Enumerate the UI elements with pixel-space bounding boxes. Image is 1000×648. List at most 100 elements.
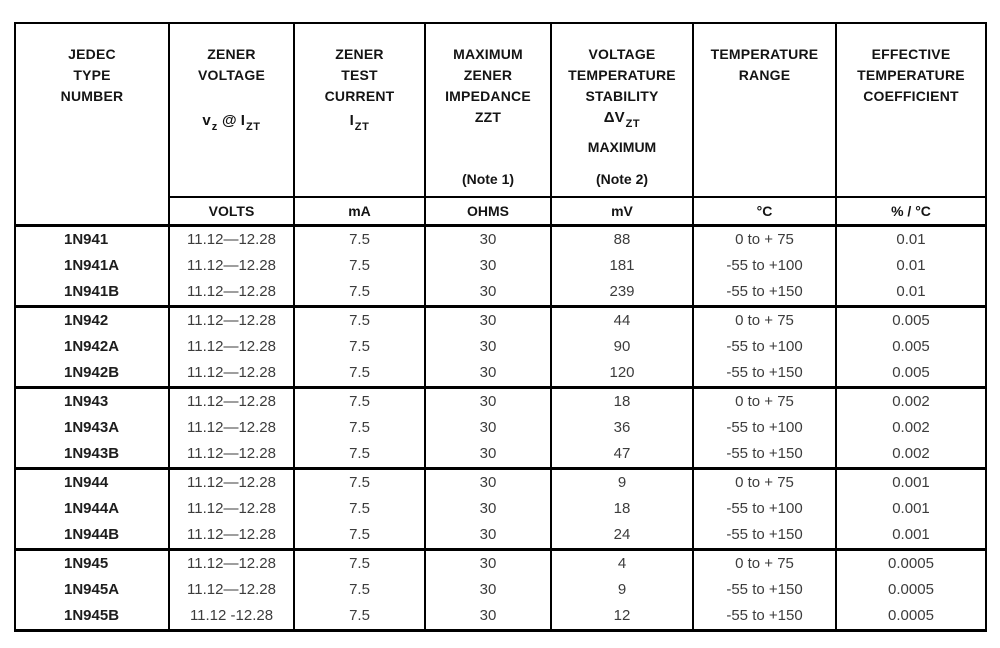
cell-temp-range: -55 to +150 (692, 441, 837, 469)
cell-zener-voltage: 11.12—12.28 (168, 441, 295, 469)
table-row: 1N942 11.12—12.28 7.5 30 44 0 to + 75 0.… (14, 305, 987, 334)
symbol-base: I (240, 112, 245, 129)
cell-impedance: 30 (424, 548, 552, 577)
cell-stability: 4 (550, 548, 694, 577)
cell-temp-range: 0 to + 75 (692, 386, 837, 415)
unit-ma: mA (293, 196, 426, 227)
cell-test-current: 7.5 (293, 441, 426, 469)
cell-stability: 12 (550, 603, 694, 631)
cell-type-number: 1N941B (14, 279, 170, 307)
table-row: 1N944A 11.12—12.28 7.5 30 18 -55 to +100… (14, 496, 987, 522)
coefficient-label: EFFECTIVE TEMPERATURE COEFFICIENT (857, 46, 965, 104)
cell-type-number: 1N944B (14, 522, 170, 550)
cell-impedance: 30 (424, 305, 552, 334)
cell-temp-range: -55 to +150 (692, 522, 837, 550)
cell-zener-voltage: 11.12—12.28 (168, 415, 295, 441)
cell-zener-voltage: 11.12—12.28 (168, 386, 295, 415)
cell-coefficient: 0.001 (835, 496, 987, 522)
cell-coefficient: 0.002 (835, 386, 987, 415)
cell-stability: 9 (550, 467, 694, 496)
header-cell: ZENER TEST CURRENT IZT (295, 24, 424, 196)
impedance-label: MAXIMUM ZENER IMPEDANCE ZZT (445, 46, 531, 125)
cell-temp-range: -55 to +150 (692, 603, 837, 631)
cell-type-number: 1N942 (14, 305, 170, 334)
cell-stability: 36 (550, 415, 694, 441)
cell-impedance: 30 (424, 334, 552, 360)
cell-coefficient: 0.002 (835, 415, 987, 441)
cell-impedance: 30 (424, 253, 552, 279)
table-row: 1N941A 11.12—12.28 7.5 30 181 -55 to +10… (14, 253, 987, 279)
cell-type-number: 1N945 (14, 548, 170, 577)
table-row: 1N944B 11.12—12.28 7.5 30 24 -55 to +150… (14, 522, 987, 550)
table-row: 1N943 11.12—12.28 7.5 30 18 0 to + 75 0.… (14, 386, 987, 415)
cell-type-number: 1N944 (14, 467, 170, 496)
cell-coefficient: 0.0005 (835, 548, 987, 577)
cell-impedance: 30 (424, 603, 552, 631)
cell-stability: 18 (550, 496, 694, 522)
table-row: 1N942B 11.12—12.28 7.5 30 120 -55 to +15… (14, 360, 987, 388)
col-header-impedance: MAXIMUM ZENER IMPEDANCE ZZT (Note 1) (424, 23, 552, 197)
test-current-label: ZENER TEST CURRENT (324, 46, 395, 104)
cell-test-current: 7.5 (293, 467, 426, 496)
header-cell: JEDEC TYPE NUMBER (16, 24, 168, 196)
stability-label: VOLTAGE TEMPERATURE STABILITY (568, 46, 676, 104)
symbol-subscript: z (211, 121, 218, 133)
cell-stability: 44 (550, 305, 694, 334)
zener-voltage-symbol: vz @ IZT (202, 110, 260, 138)
cell-zener-voltage: 11.12—12.28 (168, 548, 295, 577)
cell-type-number: 1N941A (14, 253, 170, 279)
unit-ohms: OHMS (424, 196, 552, 227)
cell-coefficient: 0.01 (835, 253, 987, 279)
cell-test-current: 7.5 (293, 603, 426, 631)
table-row: 1N945A 11.12—12.28 7.5 30 9 -55 to +150 … (14, 577, 987, 603)
units-row: VOLTS mA OHMS mV °C % / °C (15, 196, 987, 227)
col-header-coefficient: EFFECTIVE TEMPERATURE COEFFICIENT (835, 23, 987, 197)
cell-impedance: 30 (424, 496, 552, 522)
table-row: 1N941 11.12—12.28 7.5 30 88 0 to + 75 0.… (14, 224, 987, 253)
cell-zener-voltage: 11.12—12.28 (168, 253, 295, 279)
cell-stability: 90 (550, 334, 694, 360)
cell-stability: 18 (550, 386, 694, 415)
cell-temp-range: 0 to + 75 (692, 467, 837, 496)
cell-coefficient: 0.0005 (835, 577, 987, 603)
header-cell: EFFECTIVE TEMPERATURE COEFFICIENT (837, 24, 985, 196)
cell-coefficient: 0.005 (835, 360, 987, 388)
stability-symbol: ΔVZT (604, 107, 640, 135)
cell-impedance: 30 (424, 224, 552, 253)
table-row: 1N944 11.12—12.28 7.5 30 9 0 to + 75 0.0… (14, 467, 987, 496)
cell-test-current: 7.5 (293, 279, 426, 307)
cell-impedance: 30 (424, 279, 552, 307)
symbol-subscript: ZT (245, 121, 261, 133)
stability-note: (Note 2) (595, 171, 649, 187)
header-cell: ZENER VOLTAGE vz @ IZT (170, 24, 293, 196)
header-cell: VOLTAGE TEMPERATURE STABILITY ΔVZT MAXIM… (552, 24, 692, 196)
cell-temp-range: 0 to + 75 (692, 305, 837, 334)
cell-test-current: 7.5 (293, 415, 426, 441)
header-cell: TEMPERATURE RANGE (694, 24, 835, 196)
cell-coefficient: 0.0005 (835, 603, 987, 631)
cell-impedance: 30 (424, 386, 552, 415)
cell-temp-range: -55 to +100 (692, 496, 837, 522)
cell-test-current: 7.5 (293, 522, 426, 550)
cell-temp-range: -55 to +150 (692, 360, 837, 388)
unit-celsius: °C (692, 196, 837, 227)
cell-zener-voltage: 11.12—12.28 (168, 577, 295, 603)
symbol-operator: @ (217, 112, 241, 129)
cell-test-current: 7.5 (293, 577, 426, 603)
cell-test-current: 7.5 (293, 334, 426, 360)
table-row: 1N941B 11.12—12.28 7.5 30 239 -55 to +15… (14, 279, 987, 307)
cell-zener-voltage: 11.12—12.28 (168, 305, 295, 334)
symbol-base: v (202, 112, 211, 129)
cell-coefficient: 0.002 (835, 441, 987, 469)
cell-impedance: 30 (424, 522, 552, 550)
unit-mv: mV (550, 196, 694, 227)
zener-spec-table: JEDEC TYPE NUMBER ZENER VOLTAGE vz @ IZT… (14, 22, 987, 632)
cell-impedance: 30 (424, 467, 552, 496)
cell-type-number: 1N941 (14, 224, 170, 253)
table-row: 1N943A 11.12—12.28 7.5 30 36 -55 to +100… (14, 415, 987, 441)
cell-type-number: 1N942A (14, 334, 170, 360)
cell-stability: 181 (550, 253, 694, 279)
unit-percent-per-celsius: % / °C (835, 196, 987, 227)
cell-temp-range: -55 to +100 (692, 334, 837, 360)
